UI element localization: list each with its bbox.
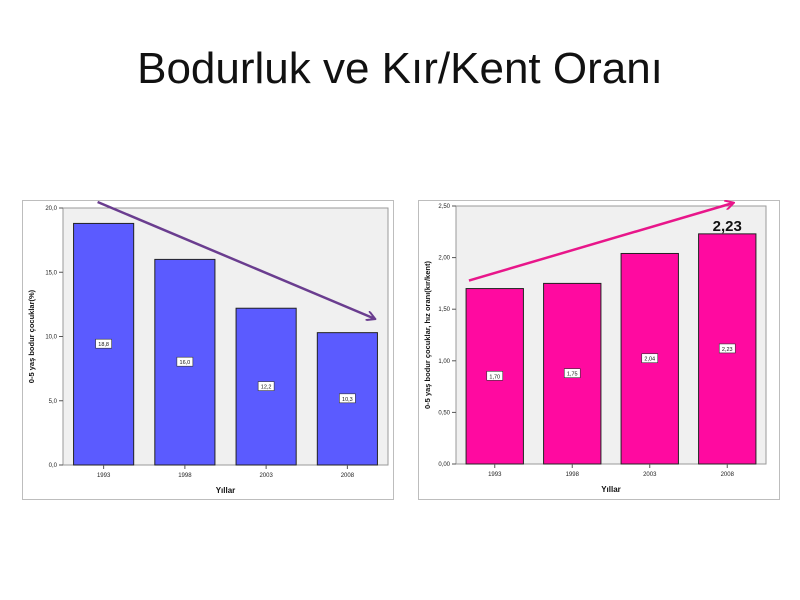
data-label: 18,8 — [98, 342, 109, 348]
y-tick-label: 0,00 — [438, 462, 450, 468]
y-tick-label: 2,00 — [438, 256, 450, 262]
x-tick-label: 1998 — [566, 472, 580, 478]
data-label-box — [339, 393, 356, 404]
y-tick-label: 20,0 — [45, 206, 57, 212]
y-tick-label: 2,50 — [438, 204, 450, 210]
y-tick-label: 10,0 — [45, 335, 57, 341]
data-label-box — [563, 368, 581, 378]
data-label-box — [257, 381, 275, 391]
trend-arrow — [468, 203, 733, 282]
trend-arrow — [97, 200, 375, 319]
y-tick-label: 0,50 — [438, 410, 450, 416]
data-label-box — [176, 356, 194, 367]
x-axis-title: Yıllar — [601, 485, 621, 494]
x-tick-label: 2008 — [341, 473, 355, 479]
y-axis-title: 0-5 yaş bodur çocuklar, hız oranı(kır/ke… — [423, 261, 432, 409]
x-tick-label: 2008 — [721, 472, 735, 478]
stunting-percentage-chart-svg: 0,0 5,0 10,0 15,0 20,0 18,8 1993 16,0 1998 12,2 20… — [22, 200, 394, 500]
bar — [543, 282, 602, 465]
y-tick-label: 1,50 — [438, 307, 450, 313]
data-label: 1,75 — [567, 372, 578, 378]
data-label-box — [641, 353, 659, 364]
highlight-value-label: 2,23 — [713, 218, 742, 235]
x-tick-label: 1998 — [178, 473, 192, 479]
y-tick-label: 5,0 — [49, 399, 58, 405]
x-tick-label: 1993 — [97, 473, 111, 479]
stunting-percentage-chart: 0,0 5,0 10,0 15,0 20,0 18,8 1993 16,0 1998 12,2 20… — [22, 200, 394, 500]
slide-title: Bodurluk ve Kır/Kent Oranı — [137, 44, 663, 93]
y-tick-label: 0,0 — [49, 463, 58, 469]
data-label: 2,04 — [644, 357, 655, 363]
data-label: 16,0 — [180, 360, 191, 366]
y-tick-label: 1,00 — [438, 359, 450, 365]
x-tick-label: 2003 — [259, 473, 273, 479]
data-label: 1,70 — [489, 374, 500, 380]
data-label: 10,3 — [342, 397, 353, 403]
data-label-box — [718, 343, 736, 354]
rural-urban-ratio-chart-svg: 0,00 0,50 1,00 1,50 2,00 2,50 1,70 1993 1,75 1998… — [418, 200, 780, 500]
data-label-box — [486, 370, 504, 381]
data-label: 12,2 — [261, 385, 272, 391]
bar — [154, 258, 216, 466]
x-tick-label: 2003 — [643, 472, 657, 478]
data-label: 2,23 — [722, 347, 733, 353]
data-label-box — [95, 338, 112, 349]
y-tick-label: 15,0 — [45, 270, 57, 276]
y-axis-title: 0-5 yaş bodur çocuklar(%) — [27, 289, 36, 383]
rural-urban-ratio-chart: 0,00 0,50 1,00 1,50 2,00 2,50 1,70 1993 1,75 1998… — [418, 200, 780, 500]
x-axis-title: Yıllar — [216, 486, 236, 495]
x-tick-label: 1993 — [488, 472, 502, 478]
